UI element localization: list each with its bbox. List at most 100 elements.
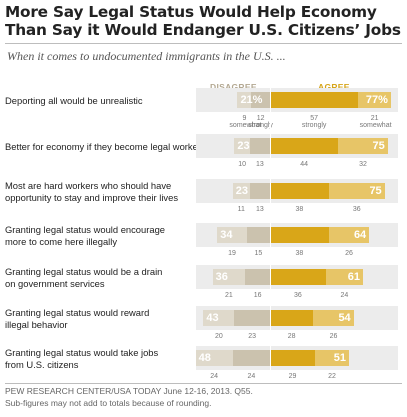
bar-background: 36 61	[196, 265, 398, 289]
bar-strongly-agree	[270, 183, 329, 199]
bar-somewhat-agree	[313, 310, 354, 326]
row-label-line: on government services	[5, 278, 105, 289]
sub-somewhat-disagree-value: 11	[237, 206, 245, 213]
net-disagree-label: 23	[237, 140, 250, 152]
bar-background: 43 54	[196, 306, 398, 330]
sub-strongly-agree-value: 36	[293, 292, 302, 299]
column-header-agree: AGREE	[318, 82, 350, 92]
bar-background: 23 75	[196, 179, 398, 203]
bar-somewhat-agree	[338, 138, 388, 154]
net-disagree-label: 48	[198, 352, 211, 364]
sub-somewhat-agree-value: 21	[370, 115, 379, 122]
sub-somewhat-agree-value: 26	[329, 333, 338, 340]
net-disagree-label: 36	[215, 271, 228, 283]
row-label-line: Granting legal status would encourage	[5, 223, 165, 235]
bar-somewhat-disagree	[217, 227, 247, 243]
row-label-line: illegal behavior	[5, 319, 68, 330]
sub-somewhat-agree-value: 26	[345, 250, 353, 257]
bar-somewhat-disagree	[212, 269, 246, 285]
bar-strongly-disagree	[251, 92, 270, 108]
bar-background: 21% 77%	[196, 88, 398, 112]
bar-somewhat-disagree	[234, 138, 250, 154]
sub-strongly-disagree-value: 13	[256, 161, 264, 168]
sub-somewhat-agree-value: 32	[359, 161, 367, 168]
bar-strongly-agree	[270, 92, 359, 108]
sub-somewhat-disagree-value: 10	[238, 161, 246, 168]
sub-strongly-disagree-value: 15	[254, 250, 263, 257]
net-disagree-label: 21%	[240, 94, 263, 106]
row-label: Granting legal status would be a drain on…	[5, 266, 210, 291]
sub-somewhat-disagree-value: 9	[242, 115, 247, 122]
sub-somewhat-disagree-legend: somewhat	[229, 122, 262, 129]
row-label: Granting legal status would encourage mor…	[5, 224, 210, 249]
title-line-2: Than Say it Would Endanger U.S. Citizens…	[5, 21, 401, 39]
bar-somewhat-agree	[314, 350, 350, 366]
row-label-line: Most are hard workers who should have	[5, 179, 172, 191]
sub-strongly-disagree-value: 13	[256, 206, 264, 213]
sub-strongly-agree-legend: strongly	[301, 122, 327, 129]
net-disagree-label: 34	[220, 229, 233, 241]
bar-strongly-disagree	[249, 138, 270, 154]
sub-strongly-disagree-value: 12	[256, 115, 265, 122]
zero-line	[270, 84, 271, 380]
row-label-line: more to come here illegally	[5, 236, 118, 247]
sub-strongly-agree-value: 44	[300, 161, 308, 168]
bar-somewhat-disagree	[195, 350, 233, 366]
bar-somewhat-disagree	[232, 183, 250, 199]
row-label-line: Granting legal status would reward	[5, 306, 150, 318]
bar-strongly-disagree	[232, 350, 270, 366]
bar-background: 34 64	[196, 223, 398, 247]
row-label: Most are hard workers who should have opp…	[5, 180, 210, 205]
bar-strongly-agree	[270, 227, 329, 243]
bar-somewhat-agree	[358, 92, 391, 108]
row-label-line: from U.S. citizens	[5, 359, 79, 370]
row-label-line: Better for economy if they become legal …	[5, 140, 206, 152]
bar-somewhat-agree	[328, 227, 370, 243]
row-label: Granting legal status would take jobs fro…	[5, 347, 210, 372]
bar-somewhat-disagree	[237, 92, 252, 108]
sub-somewhat-disagree-value: 24	[210, 373, 219, 380]
sub-somewhat-disagree-value: 20	[214, 333, 223, 340]
sub-strongly-agree-value: 38	[295, 206, 304, 213]
rounding-note: Sub-figures may not add to totals becaus…	[5, 398, 212, 408]
title-line-1: More Say Legal Status Would Help Economy	[5, 3, 377, 21]
net-agree-label: 54	[338, 312, 351, 324]
sub-strongly-agree-value: 28	[287, 333, 296, 340]
net-agree-label: 64	[353, 229, 367, 241]
title-rule	[5, 43, 402, 44]
chart-title: More Say Legal Status Would Help Economy…	[5, 3, 405, 39]
bar-somewhat-agree	[325, 269, 363, 285]
bar-background: 48 51	[195, 346, 398, 370]
net-agree-label: 77%	[365, 94, 388, 106]
bar-strongly-agree	[270, 269, 326, 285]
row-label-line: Deporting all would be unrealistic	[5, 94, 143, 106]
sub-somewhat-disagree-value: 21	[225, 292, 233, 299]
bar-somewhat-disagree	[203, 310, 235, 326]
row-label: Deporting all would be unrealistic	[5, 95, 210, 108]
chart-subtitle: When it comes to undocumented immigrants…	[7, 49, 286, 63]
sub-strongly-agree-value: 29	[288, 373, 297, 380]
footer-rule	[5, 383, 402, 384]
bar-strongly-agree	[270, 350, 315, 366]
bar-strongly-disagree	[234, 310, 270, 326]
net-agree-label: 51	[333, 352, 347, 364]
net-disagree-label: 43	[206, 312, 219, 324]
row-label: Granting legal status would reward illega…	[5, 307, 210, 332]
sub-somewhat-agree-value: 22	[328, 373, 336, 380]
column-header-disagree: DISAGREE	[210, 82, 257, 92]
bar-background: 23 75	[196, 134, 398, 158]
sub-strongly-disagree-value: 23	[248, 333, 257, 340]
sub-strongly-disagree-value: 16	[253, 292, 262, 299]
sub-strongly-disagree-legend: strongly	[248, 122, 273, 129]
bar-strongly-disagree	[249, 183, 270, 199]
sub-strongly-agree-value: 38	[295, 250, 304, 257]
row-label-line: Granting legal status would take jobs	[5, 346, 159, 358]
net-agree-label: 75	[372, 140, 385, 152]
bar-strongly-agree	[270, 310, 314, 326]
sub-strongly-agree-value: 57	[310, 115, 319, 122]
row-label: Better for economy if they become legal …	[5, 141, 210, 154]
sub-somewhat-agree-legend: somewhat	[359, 122, 392, 129]
sub-somewhat-disagree-value: 19	[228, 250, 236, 257]
sub-somewhat-agree-value: 36	[352, 206, 361, 213]
row-label-line: Granting legal status would be a drain	[5, 265, 163, 277]
